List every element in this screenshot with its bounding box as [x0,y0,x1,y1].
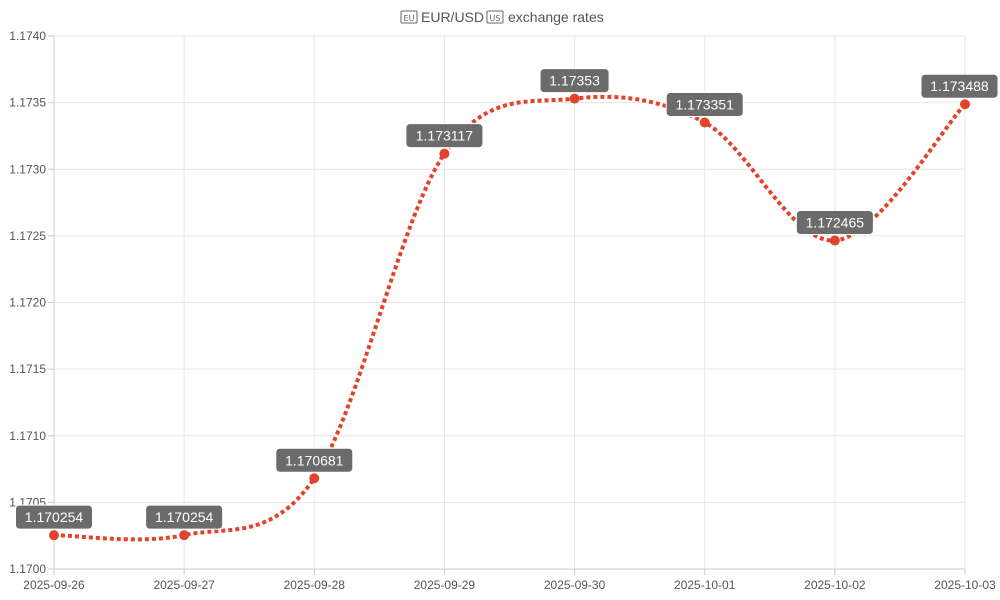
series-line-group [53,94,967,542]
y-tick-label: 1.1710 [9,429,46,443]
series-line [53,94,967,542]
data-label-text: 1.17353 [549,73,600,89]
x-tick-label: 2025-10-01 [674,578,736,592]
x-tick-label: 2025-10-03 [934,578,996,592]
data-point[interactable] [569,93,580,104]
data-label-box [539,68,610,94]
data-label-text: 1.170681 [285,452,344,468]
y-tick-label: 1.1740 [9,29,46,43]
x-tick-label: 2025-09-27 [153,578,215,592]
y-tick-label: 1.1735 [9,96,46,110]
data-point[interactable] [309,473,320,484]
y-tick-label: 1.1725 [9,229,46,243]
data-label: 1.173117 [405,123,484,149]
data-label: 1.173488 [920,73,999,99]
data-label-box [795,210,874,236]
data-point[interactable] [439,148,450,159]
data-label-text: 1.173351 [676,96,735,112]
eu-flag-icon: EU [400,10,418,24]
data-label: 1.170681 [275,447,354,473]
x-tick-label: 2025-09-26 [23,578,85,592]
data-point[interactable] [829,235,840,246]
data-label-box [665,91,744,117]
data-point[interactable] [49,530,59,541]
y-tick-label: 1.1720 [9,296,46,310]
data-label: 1.17353 [539,68,610,94]
x-tick-label: 2025-09-30 [544,578,606,592]
data-label-box [145,504,224,530]
us-flag-letters: US [490,14,501,23]
x-tick-label: 2025-09-28 [284,578,346,592]
data-label-text: 1.173488 [930,78,989,94]
data-label-text: 1.172465 [806,215,865,231]
data-point[interactable] [960,99,970,110]
chart-title: EU EUR/USD US exchange rates [400,9,604,25]
data-label-text: 1.173117 [416,128,474,144]
data-labels: 1.170254 1.170254 1.170681 1.173117 1.17353 1… [15,68,999,530]
data-label: 1.170254 [145,504,224,530]
us-flag-icon: US [486,10,504,24]
x-tick-label: 2025-09-29 [414,578,476,592]
chart-title-pair: EUR/USD [421,9,484,25]
y-tick-label: 1.1715 [9,362,46,376]
chart-grid [53,35,966,570]
y-tick-label: 1.1730 [9,162,46,176]
data-label-text: 1.170254 [25,509,84,525]
data-label-box [15,504,93,530]
data-label: 1.170254 [15,504,93,530]
data-label-text: 1.170254 [155,509,214,525]
eu-flag-letters: EU [404,14,415,23]
data-label: 1.172465 [795,210,874,236]
data-label-box [275,447,354,473]
data-label-box [405,123,484,149]
x-tick-label: 2025-10-02 [804,578,866,592]
data-label: 1.173351 [665,91,744,117]
data-point[interactable] [699,117,710,128]
y-axis: 1.17001.17051.17101.17151.17201.17251.17… [9,29,55,576]
data-points [49,93,970,541]
x-axis: 2025-09-26 2025-09-27 2025-09-28 2025-09-29… [23,568,996,592]
data-label-box [920,73,999,99]
y-tick-label: 1.1700 [9,562,46,576]
chart-title-suffix: exchange rates [508,9,604,25]
data-point[interactable] [179,530,190,541]
